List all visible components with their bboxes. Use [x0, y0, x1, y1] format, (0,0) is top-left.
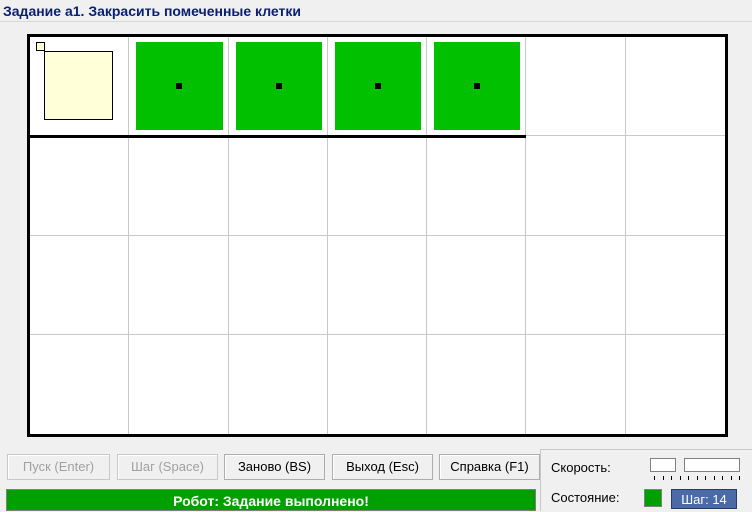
- speed-tick: [739, 476, 740, 480]
- speed-tick: [722, 476, 723, 480]
- control-panel: Скорость: Состояние: Шаг: 14: [540, 449, 752, 511]
- speed-label: Скорость:: [551, 460, 611, 475]
- step-button[interactable]: Шаг (Space): [117, 454, 218, 480]
- field-grid: [30, 37, 725, 434]
- field-cell: [228, 136, 328, 236]
- field-cell: [129, 235, 229, 335]
- field-cell: [427, 136, 527, 236]
- speed-tick: [730, 476, 732, 480]
- painted-cell: [334, 42, 422, 131]
- field-cell: [328, 334, 428, 434]
- robot-field: [27, 34, 728, 437]
- step-counter-badge: Шаг: 14: [671, 489, 737, 509]
- cell-mark-icon: [275, 83, 282, 90]
- reset-button[interactable]: Заново (BS): [224, 454, 325, 480]
- field-cell: [427, 334, 527, 434]
- field-cell: [30, 235, 130, 335]
- field-cell: [526, 235, 626, 335]
- run-button[interactable]: Пуск (Enter): [7, 454, 110, 480]
- speed-ticks: [654, 476, 740, 482]
- painted-cell: [434, 42, 521, 131]
- speed-tick: [679, 476, 681, 480]
- field-cell: [625, 236, 725, 335]
- speed-tick: [671, 476, 672, 480]
- field-cell: [229, 334, 328, 434]
- cell-mark-icon: [374, 83, 381, 90]
- field-cell: [427, 235, 527, 335]
- field-cell: [30, 334, 130, 434]
- status-message: Робот: Задание выполнено!: [6, 489, 536, 511]
- field-cell: [327, 136, 428, 236]
- window-title: Задание a1. Закрасить помеченные клетки: [0, 0, 752, 22]
- field-cell: [526, 37, 626, 137]
- speed-tick: [662, 476, 664, 480]
- speed-tick: [696, 476, 698, 480]
- field-cell: [625, 37, 725, 137]
- field-cell: [526, 136, 626, 236]
- field-cell: [626, 335, 725, 434]
- field-cell: [228, 235, 328, 335]
- cell-mark-icon: [474, 83, 481, 90]
- field-cell: [129, 136, 229, 236]
- robot-marker-icon: [36, 42, 45, 51]
- speed-tick: [688, 476, 689, 480]
- field-cell: [526, 334, 626, 434]
- speed-tick: [654, 476, 655, 480]
- speed-slider[interactable]: [684, 458, 740, 472]
- field-cell: [129, 334, 229, 434]
- help-button[interactable]: Справка (F1): [439, 454, 540, 480]
- speed-value-box: [650, 458, 676, 472]
- cell-mark-icon: [176, 83, 183, 90]
- field-cell: [30, 136, 130, 236]
- speed-tick: [713, 476, 715, 480]
- field-cell: [327, 235, 428, 335]
- painted-cell: [235, 42, 322, 131]
- state-indicator: [644, 489, 662, 507]
- wall-segment: [30, 135, 527, 139]
- exit-button[interactable]: Выход (Esc): [332, 454, 433, 480]
- field-cell: [625, 136, 725, 236]
- state-label: Состояние:: [551, 490, 620, 505]
- robot-icon: [44, 51, 114, 121]
- painted-cell: [136, 42, 223, 131]
- speed-tick: [705, 476, 706, 480]
